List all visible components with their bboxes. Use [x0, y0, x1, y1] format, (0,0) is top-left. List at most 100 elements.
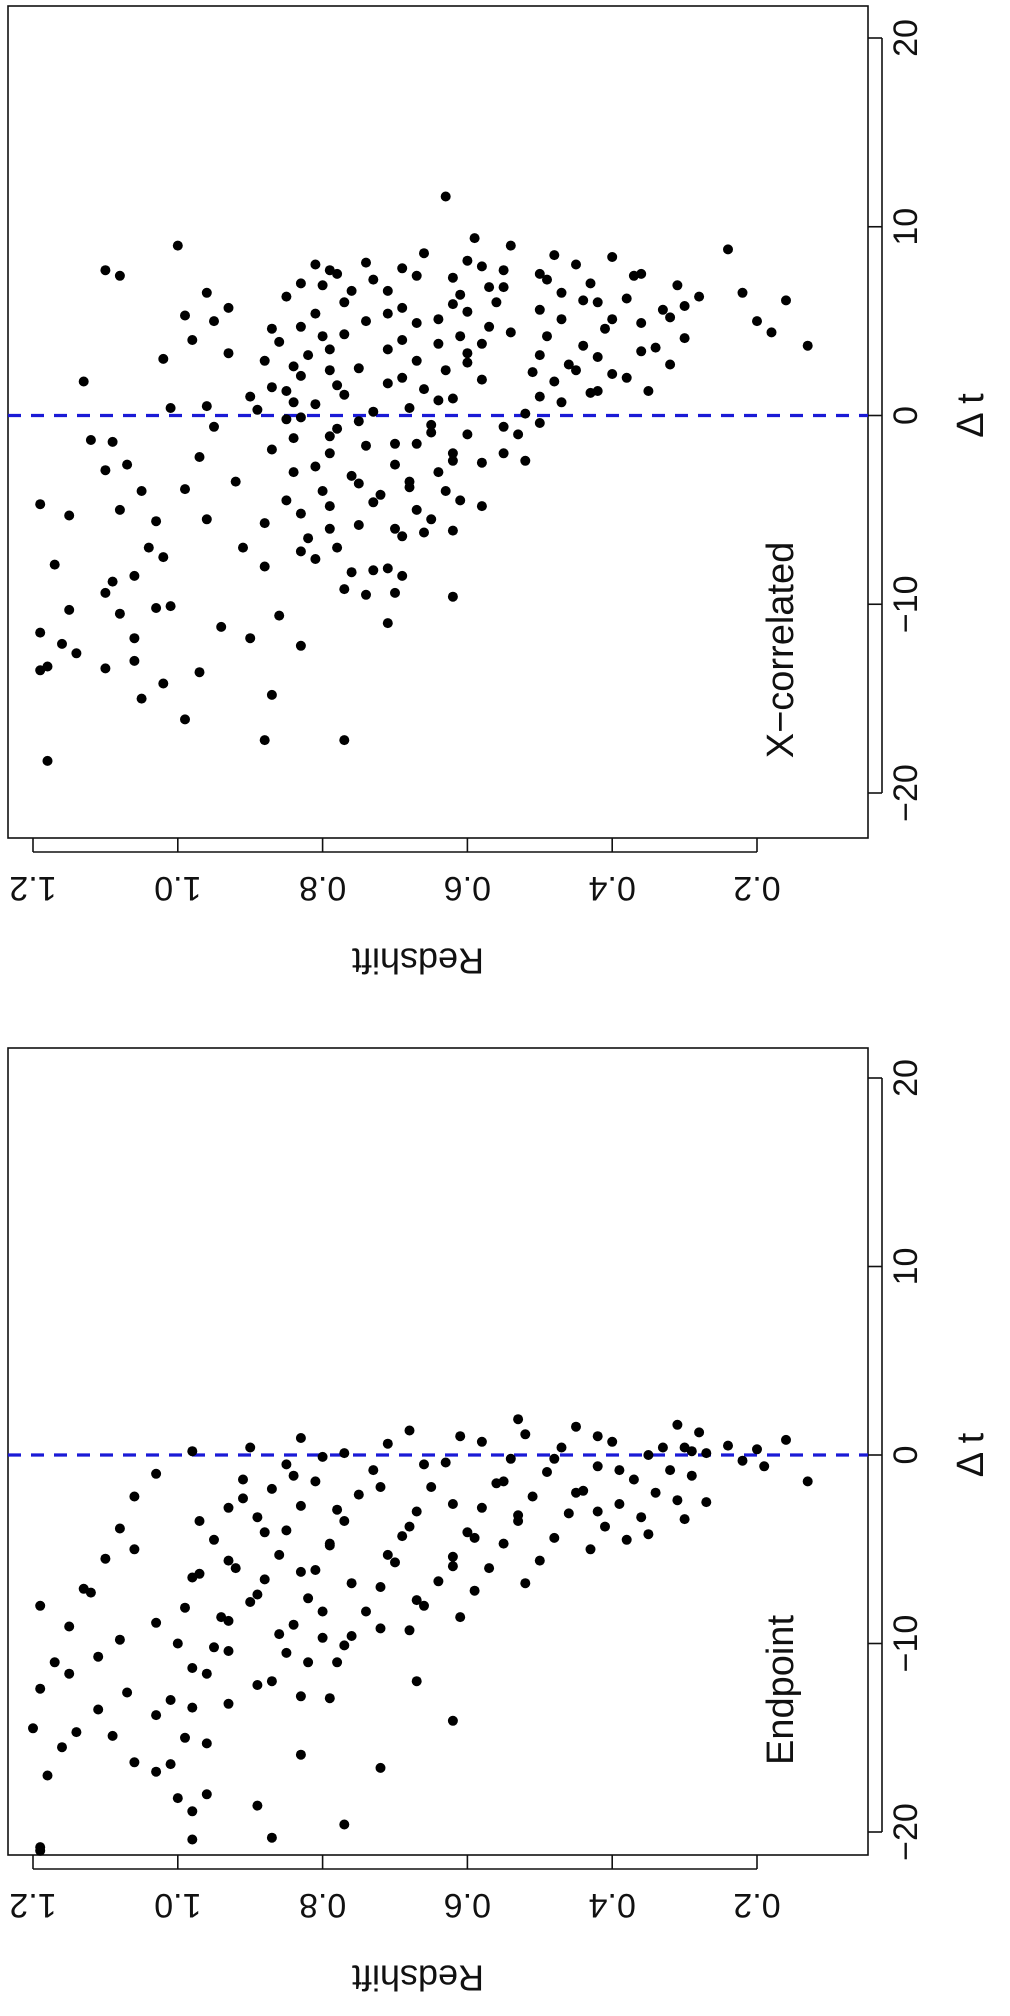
data-point: [375, 489, 386, 500]
data-point: [85, 1587, 96, 1598]
data-point: [462, 348, 473, 359]
data-point: [353, 1489, 364, 1500]
data-point: [759, 1461, 770, 1472]
data-point: [223, 302, 234, 313]
data-point: [534, 268, 545, 279]
data-point: [295, 412, 306, 423]
data-point: [484, 321, 495, 332]
data-point: [100, 587, 111, 598]
data-point: [339, 297, 350, 308]
x-tick-label: −20: [887, 764, 925, 822]
data-point: [180, 310, 190, 321]
data-point: [187, 1446, 198, 1457]
data-point: [542, 331, 552, 342]
data-point: [274, 1629, 285, 1640]
data-point: [672, 280, 683, 291]
plot-frame: [7, 1047, 869, 1856]
data-point: [679, 1514, 690, 1525]
data-point: [426, 419, 437, 430]
data-point: [592, 1431, 603, 1442]
y-tick-label: 0.6: [444, 869, 491, 907]
data-point: [455, 1431, 466, 1442]
data-point: [180, 1602, 190, 1613]
x-tick-label: 0: [887, 406, 925, 425]
data-point: [527, 367, 538, 378]
data-point: [259, 1527, 270, 1538]
data-point: [245, 1442, 256, 1453]
data-point: [324, 365, 335, 376]
data-point: [223, 1555, 234, 1566]
data-point: [230, 476, 241, 487]
data-point: [339, 329, 350, 340]
data-point: [107, 436, 118, 447]
data-point: [411, 1506, 422, 1517]
data-point: [332, 1657, 343, 1668]
data-point: [679, 333, 690, 344]
data-point: [223, 1698, 234, 1709]
data-point: [592, 352, 603, 362]
data-point: [201, 1789, 212, 1800]
data-point: [419, 1600, 429, 1611]
data-point: [781, 1434, 791, 1445]
data-point: [614, 1499, 625, 1509]
data-point: [238, 1474, 248, 1485]
data-point: [252, 1589, 263, 1600]
data-point: [310, 1565, 321, 1575]
data-point: [505, 327, 516, 338]
data-point: [447, 591, 458, 602]
data-point: [411, 438, 422, 449]
data-point: [397, 531, 408, 542]
data-point: [636, 346, 647, 357]
data-point: [259, 518, 270, 529]
data-point: [419, 248, 429, 259]
data-point: [281, 291, 292, 302]
x-axis-label: Δ t: [950, 393, 992, 438]
data-point: [122, 459, 133, 470]
data-point: [310, 461, 321, 472]
data-point: [390, 1557, 400, 1568]
x-tick-label: 10: [887, 1248, 925, 1286]
data-point: [679, 301, 690, 311]
data-point: [433, 338, 444, 349]
data-point: [578, 295, 589, 306]
data-point: [346, 470, 357, 481]
data-point: [643, 1529, 654, 1540]
data-point: [295, 1691, 306, 1702]
data-point: [172, 1638, 183, 1649]
data-point: [390, 438, 400, 449]
data-point: [534, 304, 545, 315]
data-point: [35, 627, 46, 638]
data-point: [165, 601, 176, 612]
data-point: [447, 1561, 458, 1572]
data-point: [607, 252, 618, 262]
data-point: [426, 1482, 437, 1492]
data-point: [317, 486, 328, 496]
data-point: [238, 1493, 248, 1504]
data-point: [143, 542, 154, 553]
data-point: [447, 299, 458, 310]
data-point: [295, 278, 306, 289]
data-point: [505, 240, 516, 251]
data-point: [339, 1819, 350, 1830]
data-point: [310, 308, 321, 319]
data-point: [737, 287, 748, 298]
data-point: [35, 1600, 46, 1611]
data-point: [346, 1578, 357, 1589]
data-point: [433, 395, 444, 406]
data-point: [520, 408, 531, 419]
data-point: [462, 357, 473, 368]
data-point: [520, 1578, 531, 1589]
data-point: [694, 1427, 705, 1438]
data-point: [129, 655, 140, 666]
data-point: [701, 1448, 712, 1459]
data-point: [180, 714, 190, 725]
data-point: [650, 1487, 661, 1498]
data-point: [447, 1551, 458, 1562]
data-point: [643, 1450, 654, 1460]
data-point: [476, 261, 487, 272]
data-point: [332, 268, 343, 279]
data-point: [563, 1508, 574, 1519]
data-point: [462, 306, 473, 317]
data-point: [42, 755, 53, 766]
data-point: [114, 270, 125, 281]
